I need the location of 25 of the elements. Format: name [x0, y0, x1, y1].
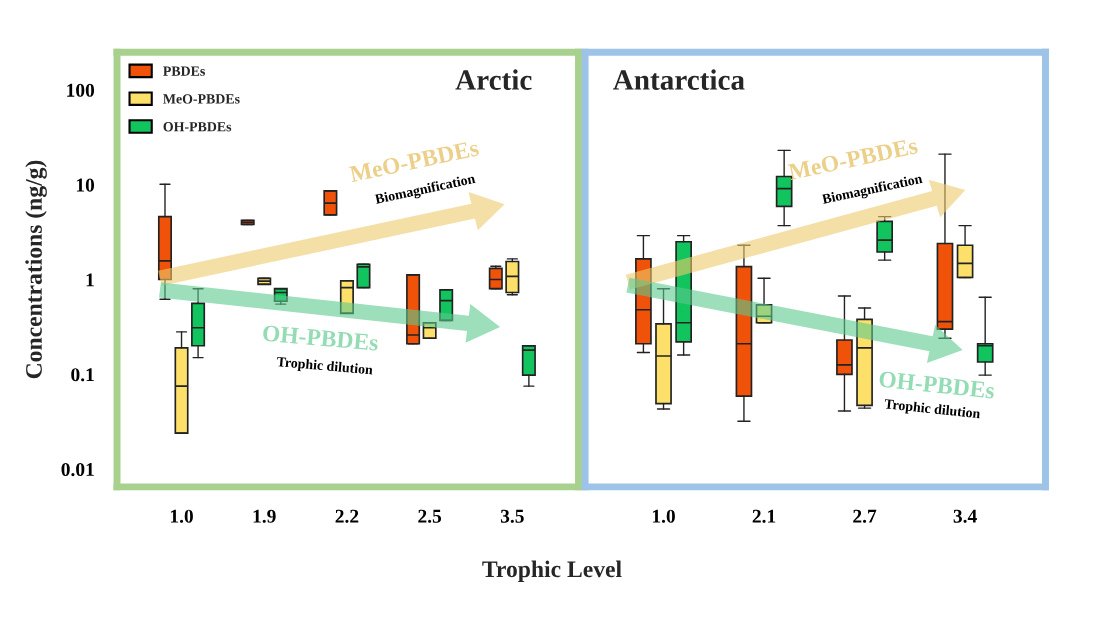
x-tick-label: 1.9	[253, 509, 276, 523]
y-tick-label: 100	[67, 83, 95, 97]
y-tick-label: 10	[76, 178, 95, 192]
x-tick-label: 1.0	[652, 509, 675, 523]
y-tick-label: 0.01	[61, 462, 94, 477]
x-tick-label: 2.2	[335, 509, 359, 523]
chart-title: Antarctica	[613, 69, 745, 90]
legend-label: PBDEs	[163, 66, 205, 76]
annotation: Trophic dilution	[276, 356, 374, 378]
x-tick-label: 3.4	[953, 509, 977, 523]
x-tick-label: 3.5	[500, 509, 524, 523]
y-axis-title: Concentrations (ng/g)	[25, 160, 47, 379]
y-tick-label: 1	[86, 273, 94, 287]
x-tick-label: 2.5	[418, 509, 442, 523]
x-axis-title: Trophic Level	[482, 560, 622, 583]
legend-label: MeO-PBDEs	[163, 94, 240, 104]
annotation: OH-PBDEs	[878, 371, 995, 399]
annotation: Trophic dilution	[883, 398, 981, 422]
y-tick-label: 0.1	[71, 368, 94, 382]
chart-title: Arctic	[455, 69, 532, 90]
x-tick-label: 2.1	[752, 509, 776, 523]
annotation: OH-PBDEs	[262, 325, 379, 351]
legend-label: OH-PBDEs	[163, 122, 232, 132]
x-tick-label: 2.7	[853, 509, 877, 523]
x-tick-label: 1.0	[170, 509, 193, 523]
